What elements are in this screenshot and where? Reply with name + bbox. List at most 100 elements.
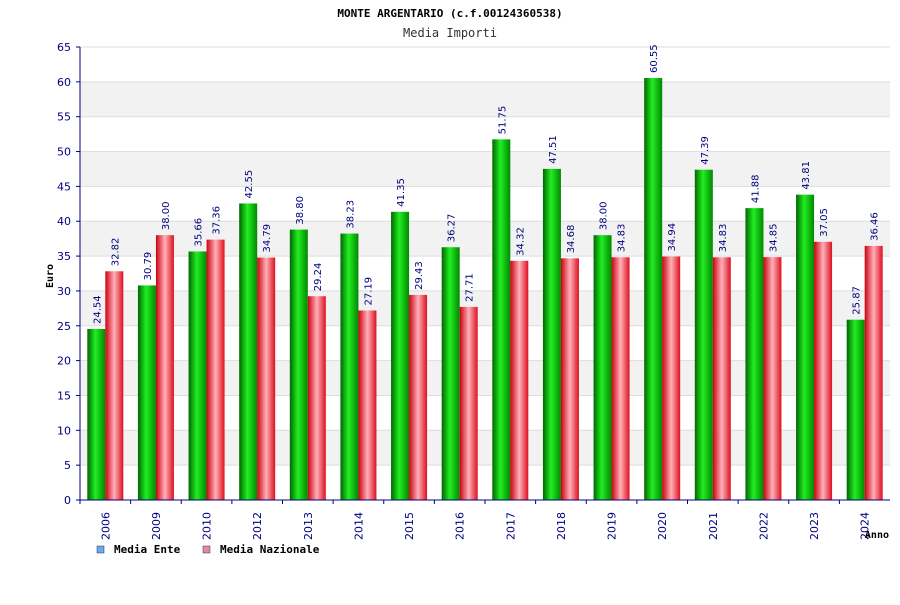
x-tick-label: 2012 bbox=[251, 512, 264, 540]
bar-media-ente bbox=[239, 203, 258, 500]
y-tick-label: 10 bbox=[57, 424, 71, 437]
legend-item-media-nazionale: Media Nazionale bbox=[202, 543, 320, 556]
bar-media-nazionale bbox=[662, 256, 681, 500]
data-label: 30.79 bbox=[143, 252, 154, 281]
bar-media-ente bbox=[846, 319, 865, 500]
x-tick-label: 2010 bbox=[201, 512, 214, 540]
bar-media-ente bbox=[188, 251, 207, 500]
data-label: 25.87 bbox=[852, 286, 863, 315]
y-tick-label: 5 bbox=[64, 459, 71, 472]
legend: Media Ente Media Nazionale bbox=[96, 543, 320, 556]
grid-band bbox=[80, 81, 890, 117]
chart-subtitle: Media Importi bbox=[403, 26, 497, 40]
y-tick-label: 0 bbox=[64, 494, 71, 507]
x-tick-label: 2006 bbox=[99, 512, 112, 540]
bar-media-ente bbox=[745, 208, 764, 501]
bar-media-ente bbox=[593, 235, 612, 500]
data-label: 60.55 bbox=[649, 44, 660, 73]
data-label: 47.39 bbox=[700, 136, 711, 165]
bar-media-nazionale bbox=[155, 235, 174, 500]
y-tick-label: 20 bbox=[57, 355, 71, 368]
x-tick-label: 2017 bbox=[504, 512, 517, 540]
x-tick-label: 2019 bbox=[606, 512, 619, 540]
data-label: 34.94 bbox=[667, 223, 678, 252]
bar-media-nazionale bbox=[763, 257, 782, 500]
data-label: 34.32 bbox=[515, 227, 526, 256]
bar-media-nazionale bbox=[358, 310, 377, 500]
data-labels: 24.54 30.79 35.66 42.55 38.80 38.23 41.35 36.27… bbox=[92, 44, 880, 324]
bar-media-ente bbox=[796, 194, 815, 501]
legend-label-media-nazionale: Media Nazionale bbox=[220, 543, 320, 556]
data-label: 38.23 bbox=[345, 200, 356, 229]
legend-swatch-media-nazionale bbox=[202, 545, 211, 554]
x-tick-label: 2009 bbox=[150, 512, 163, 540]
x-tick-label: 2018 bbox=[555, 512, 568, 540]
y-tick-label: 60 bbox=[57, 76, 71, 89]
x-tick-label: 2013 bbox=[302, 512, 315, 540]
data-label: 36.46 bbox=[870, 212, 881, 241]
axes: 0 5 10 15 20 25 30 35 40 45 50 55 60 65 2006 2009 2010 20… bbox=[57, 41, 890, 540]
x-tick-label: 2023 bbox=[808, 512, 821, 540]
bar-media-ente bbox=[137, 285, 156, 500]
data-label: 34.83 bbox=[718, 224, 729, 253]
grid-band bbox=[80, 186, 890, 222]
legend-item-media-ente: Media Ente bbox=[96, 543, 181, 556]
data-label: 36.27 bbox=[447, 214, 458, 243]
data-label: 34.85 bbox=[768, 223, 779, 252]
bar-media-nazionale bbox=[712, 257, 731, 500]
data-label: 34.83 bbox=[617, 224, 628, 253]
bar-media-ente bbox=[289, 229, 308, 500]
y-tick-label: 65 bbox=[57, 41, 71, 54]
data-label: 37.36 bbox=[212, 206, 223, 235]
bars bbox=[87, 78, 883, 501]
bar-media-ente bbox=[87, 328, 106, 500]
x-tick-label: 2020 bbox=[656, 512, 669, 540]
bar-media-ente bbox=[694, 169, 713, 500]
data-label: 32.82 bbox=[110, 238, 121, 267]
x-tick-label: 2016 bbox=[454, 512, 467, 540]
bar-media-ente bbox=[644, 78, 663, 501]
bar-media-nazionale bbox=[105, 271, 124, 500]
bar-media-nazionale bbox=[459, 306, 478, 500]
bar-media-ente bbox=[492, 139, 511, 501]
x-tick-label: 2024 bbox=[859, 512, 872, 540]
data-label: 34.68 bbox=[566, 225, 577, 254]
data-label: 47.51 bbox=[548, 135, 559, 164]
y-tick-label: 55 bbox=[57, 111, 71, 124]
bar-media-nazionale bbox=[560, 258, 579, 500]
data-label: 38.00 bbox=[161, 202, 172, 231]
bar-media-ente bbox=[340, 233, 359, 500]
legend-swatch-media-ente bbox=[96, 545, 105, 554]
x-tick-label: 2021 bbox=[707, 512, 720, 540]
y-tick-label: 40 bbox=[57, 215, 71, 228]
bar-media-nazionale bbox=[510, 260, 529, 500]
x-tick-label: 2014 bbox=[352, 512, 365, 540]
y-tick-label: 50 bbox=[57, 146, 71, 159]
grid-band bbox=[80, 47, 890, 82]
y-axis-title: Euro bbox=[45, 264, 56, 288]
bar-media-nazionale bbox=[611, 257, 630, 500]
data-label: 27.19 bbox=[363, 277, 374, 306]
data-label: 41.88 bbox=[750, 174, 761, 203]
data-label: 27.71 bbox=[465, 273, 476, 302]
data-label: 41.35 bbox=[396, 178, 407, 207]
bar-media-nazionale bbox=[307, 296, 326, 500]
data-label: 37.05 bbox=[819, 208, 830, 237]
legend-label-media-ente: Media Ente bbox=[114, 543, 181, 556]
data-label: 43.81 bbox=[801, 161, 812, 190]
bar-media-ente bbox=[542, 168, 561, 500]
x-tick-label: 2015 bbox=[403, 512, 416, 540]
data-label: 38.00 bbox=[599, 202, 610, 231]
data-label: 29.24 bbox=[313, 263, 324, 292]
data-label: 29.43 bbox=[414, 261, 425, 290]
bar-media-ente bbox=[441, 247, 460, 500]
grid-band bbox=[80, 116, 890, 152]
grid-band bbox=[80, 151, 890, 187]
bar-media-nazionale bbox=[257, 257, 276, 500]
data-label: 51.75 bbox=[497, 106, 508, 135]
data-label: 42.55 bbox=[244, 170, 255, 199]
y-tick-label: 45 bbox=[57, 180, 71, 193]
data-label: 38.80 bbox=[295, 196, 306, 225]
